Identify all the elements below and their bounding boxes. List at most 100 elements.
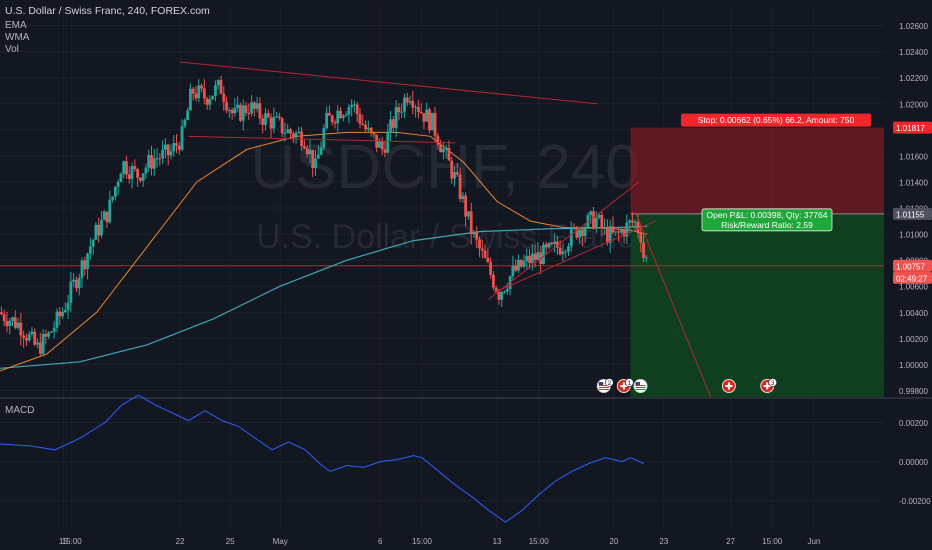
candle[interactable] [461, 192, 465, 204]
candle[interactable] [336, 105, 340, 134]
candle[interactable] [8, 317, 12, 335]
candle[interactable] [397, 103, 401, 121]
candle[interactable] [439, 139, 443, 153]
candle[interactable] [97, 217, 101, 243]
candle[interactable] [219, 75, 223, 95]
indicator-wma[interactable]: WMA [5, 32, 30, 43]
candle[interactable] [316, 145, 320, 159]
candle[interactable] [542, 241, 545, 265]
candle[interactable] [422, 112, 426, 130]
candle[interactable] [372, 131, 376, 139]
candle[interactable] [102, 209, 106, 221]
candle[interactable] [155, 148, 159, 168]
candle[interactable] [255, 96, 259, 113]
candle[interactable] [569, 221, 573, 252]
candle[interactable] [625, 214, 629, 245]
candle[interactable] [414, 104, 417, 118]
candle[interactable] [411, 90, 415, 115]
candle[interactable] [441, 141, 445, 160]
candle[interactable] [314, 149, 317, 176]
candle[interactable] [494, 285, 498, 294]
candle[interactable] [111, 196, 114, 203]
candle[interactable] [369, 126, 373, 137]
candle[interactable] [603, 218, 607, 236]
candle[interactable] [147, 149, 151, 173]
candle[interactable] [436, 133, 440, 150]
candle[interactable] [600, 210, 604, 237]
candle[interactable] [564, 249, 568, 259]
candle[interactable] [66, 294, 70, 319]
take-profit-zone[interactable] [630, 213, 884, 397]
candle[interactable] [633, 219, 637, 232]
candle[interactable] [136, 168, 140, 187]
candle[interactable] [211, 95, 215, 100]
candle[interactable] [544, 241, 548, 255]
candle[interactable] [578, 226, 582, 244]
candle[interactable] [289, 127, 292, 139]
symbol-title[interactable]: U.S. Dollar / Swiss Franc, 240, FOREX.co… [5, 5, 210, 17]
candle[interactable] [628, 219, 632, 232]
candle[interactable] [322, 124, 326, 151]
candle[interactable] [297, 126, 301, 134]
candle[interactable] [478, 236, 481, 257]
candle[interactable] [222, 86, 226, 111]
candle[interactable] [358, 107, 362, 129]
candle[interactable] [339, 106, 342, 119]
candle[interactable] [433, 107, 437, 143]
candlestick-series[interactable] [0, 75, 648, 357]
candle[interactable] [380, 136, 384, 156]
candle[interactable] [119, 172, 123, 183]
candle[interactable] [642, 233, 645, 263]
candle[interactable] [344, 111, 348, 117]
candle[interactable] [275, 111, 278, 119]
candle[interactable] [383, 141, 387, 158]
indicator-vol[interactable]: Vol [5, 44, 19, 55]
candle[interactable] [88, 237, 92, 260]
candle[interactable] [550, 241, 554, 246]
candle[interactable] [389, 110, 392, 142]
economic-events[interactable]: 2 1 3 [596, 378, 778, 393]
candle[interactable] [264, 107, 267, 131]
candle[interactable] [189, 83, 192, 111]
candle[interactable] [428, 107, 431, 134]
candle[interactable] [152, 148, 156, 176]
macd-axis[interactable]: 0.00200 0.00000 -0.00200 [899, 419, 931, 506]
candle[interactable] [319, 141, 323, 156]
candle[interactable] [241, 99, 245, 131]
candle[interactable] [553, 233, 556, 253]
candle[interactable] [619, 227, 623, 235]
candle[interactable] [236, 96, 240, 113]
candle[interactable] [77, 273, 81, 296]
candle[interactable] [180, 119, 184, 152]
us-flag-event[interactable] [633, 379, 648, 393]
candle[interactable] [83, 256, 87, 276]
candle[interactable] [469, 202, 473, 245]
candle[interactable] [227, 107, 231, 119]
candle[interactable] [19, 312, 23, 346]
candle[interactable] [144, 163, 148, 179]
candle[interactable] [525, 248, 529, 271]
swiss-flag-event[interactable] [721, 379, 736, 393]
candle[interactable] [522, 254, 526, 269]
candle[interactable] [480, 239, 484, 259]
candle[interactable] [311, 149, 315, 177]
candle[interactable] [266, 109, 270, 119]
candle[interactable] [511, 255, 515, 281]
candle[interactable] [353, 100, 356, 113]
candle[interactable] [130, 162, 134, 189]
candle[interactable] [291, 131, 295, 144]
candle[interactable] [27, 331, 31, 343]
candle[interactable] [0, 306, 3, 316]
candle[interactable] [583, 223, 587, 243]
candle[interactable] [483, 244, 487, 259]
candle[interactable] [113, 186, 117, 201]
candle[interactable] [366, 120, 370, 132]
candle[interactable] [100, 210, 103, 238]
candle[interactable] [69, 271, 73, 312]
candle[interactable] [606, 219, 609, 246]
candle[interactable] [169, 144, 173, 160]
candle[interactable] [13, 310, 17, 330]
candle[interactable] [38, 332, 42, 357]
candle[interactable] [72, 273, 76, 288]
candle[interactable] [330, 114, 334, 126]
